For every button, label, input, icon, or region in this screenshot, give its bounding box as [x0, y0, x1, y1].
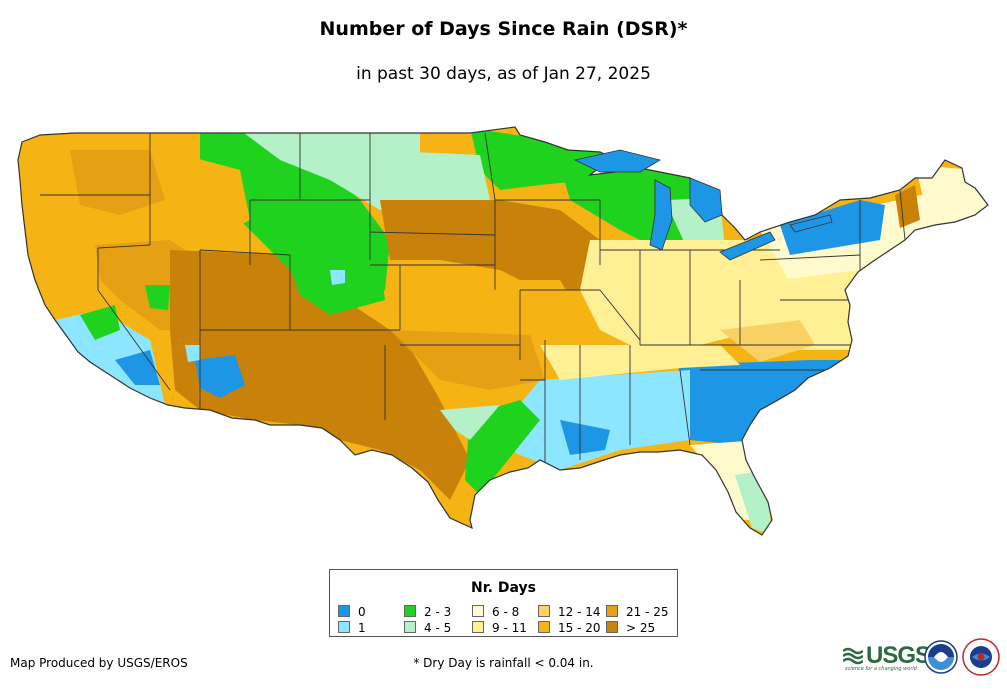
legend-swatch [538, 605, 550, 617]
legend-item-over-25: > 25 [606, 621, 655, 634]
region-carolina-orange [720, 320, 815, 362]
dsr-region-fills [18, 128, 988, 535]
great-lakes [573, 149, 833, 261]
region-southeast-blue [670, 360, 845, 445]
lake-erie [719, 231, 776, 261]
region-central-ca-green [80, 305, 120, 340]
region-colorado-green [285, 255, 385, 315]
legend-swatch [472, 605, 484, 617]
region-gulf-blue [560, 420, 610, 455]
legend-item-1: 1 [338, 621, 366, 634]
legend-item-6-8: 6 - 8 [472, 605, 519, 618]
region-rockies-green [200, 130, 390, 300]
legend-swatch [404, 621, 416, 633]
region-gulf-light-blue [490, 370, 690, 470]
legend-label: 12 - 14 [558, 605, 601, 619]
state-borders [40, 132, 906, 470]
region-great-lakes-snow-blue [780, 200, 885, 255]
lake-michigan [649, 179, 673, 251]
map-credit: Map Produced by USGS/EROS [10, 656, 188, 670]
legend: Nr. Days 0 1 2 - 3 4 - 5 6 - 8 9 - 11 12… [329, 569, 678, 637]
lake-huron [689, 177, 723, 223]
region-colorado-light-blue [330, 270, 345, 285]
legend-label: 2 - 3 [424, 605, 452, 619]
usgs-tagline: science for a changing world [845, 666, 917, 672]
region-kansas-orange [400, 280, 590, 345]
legend-label: > 25 [626, 621, 656, 635]
noaa-logo [924, 640, 958, 674]
usgs-logo: USGS [866, 642, 931, 669]
legend-item-15-20: 15 - 20 [538, 621, 601, 634]
lake-ontario [789, 214, 833, 233]
legend-label: 6 - 8 [492, 605, 520, 619]
region-nevada-green [145, 285, 170, 310]
legend-item-0: 0 [338, 605, 366, 618]
map-title: Number of Days Since Rain (DSR)* [319, 18, 688, 40]
legend-label: 9 - 11 [492, 621, 527, 635]
dry-day-footnote: * Dry Day is rainfall < 0.04 in. [413, 656, 594, 670]
us-dsr-map [17, 126, 989, 536]
map-subtitle: in past 30 days, as of Jan 27, 2025 [356, 64, 651, 84]
legend-label: 0 [358, 605, 366, 619]
region-montana-light-green [240, 130, 420, 210]
legend-item-12-14: 12 - 14 [538, 605, 601, 618]
legend-swatch [472, 621, 484, 633]
legend-item-4-5: 4 - 5 [404, 621, 451, 634]
legend-swatch [404, 605, 416, 617]
legend-label: 4 - 5 [424, 621, 452, 635]
legend-label: 15 - 20 [558, 621, 601, 635]
legend-swatch [606, 621, 618, 633]
region-arizona-blue [195, 355, 245, 398]
region-socal-blue [115, 350, 160, 385]
lake-superior [573, 149, 662, 173]
legend-swatch [606, 605, 618, 617]
region-montana-orange [165, 150, 250, 240]
usgs-wave-icon [843, 647, 863, 665]
region-tennessee-yellow [540, 345, 740, 380]
legend-item-21-25: 21 - 25 [606, 605, 669, 618]
region-dakotas-light-green [370, 150, 490, 215]
region-arizona-light-blue [185, 345, 200, 362]
region-plains-dry [380, 200, 600, 290]
region-new-england-orange [895, 185, 920, 228]
legend-item-9-11: 9 - 11 [472, 621, 527, 634]
legend-label: 1 [358, 621, 366, 635]
region-texas-light-green [440, 405, 500, 440]
legend-swatch [538, 621, 550, 633]
legend-swatch [338, 621, 350, 633]
region-oregon-dry [70, 150, 165, 215]
legend-item-2-3: 2 - 3 [404, 605, 451, 618]
legend-label: 21 - 25 [626, 605, 669, 619]
nws-logo [962, 638, 1000, 676]
legend-swatch [338, 605, 350, 617]
legend-title: Nr. Days [471, 580, 536, 596]
